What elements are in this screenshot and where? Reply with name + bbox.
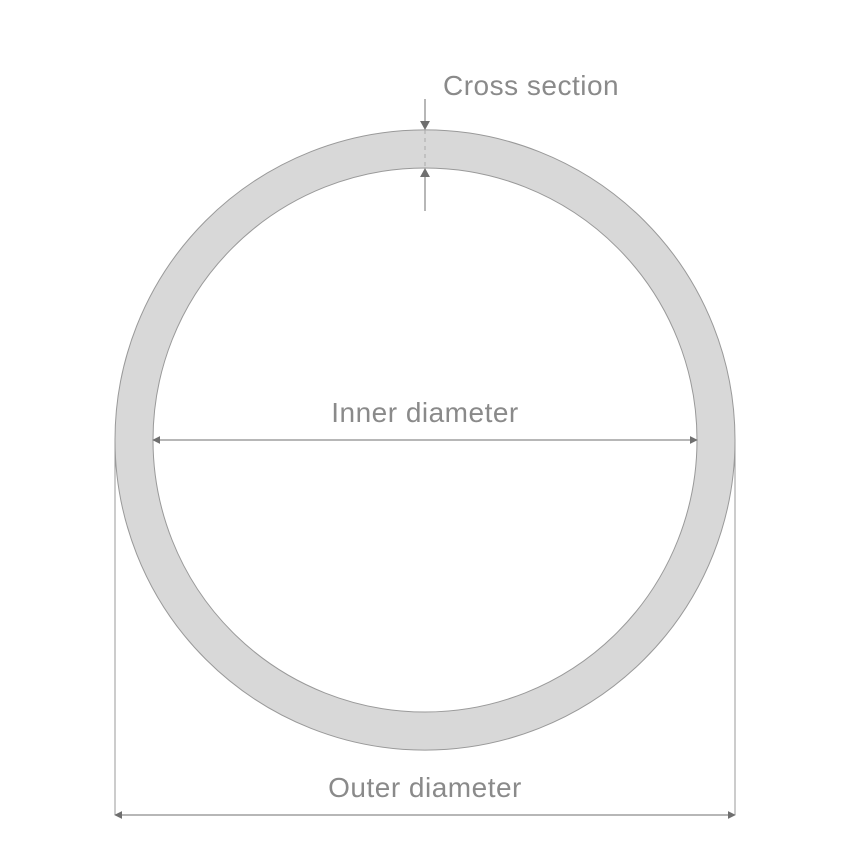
outer-diameter-label: Outer diameter — [328, 772, 522, 803]
cross-section-label: Cross section — [443, 70, 619, 101]
ring-diagram-svg: Cross section Inner diameter Outer diame… — [0, 0, 850, 850]
cross-section-arrow-top — [420, 99, 430, 130]
ring-diagram-container: Cross section Inner diameter Outer diame… — [0, 0, 850, 850]
cross-section-arrow-bottom — [420, 168, 430, 211]
inner-diameter-label: Inner diameter — [331, 397, 519, 428]
